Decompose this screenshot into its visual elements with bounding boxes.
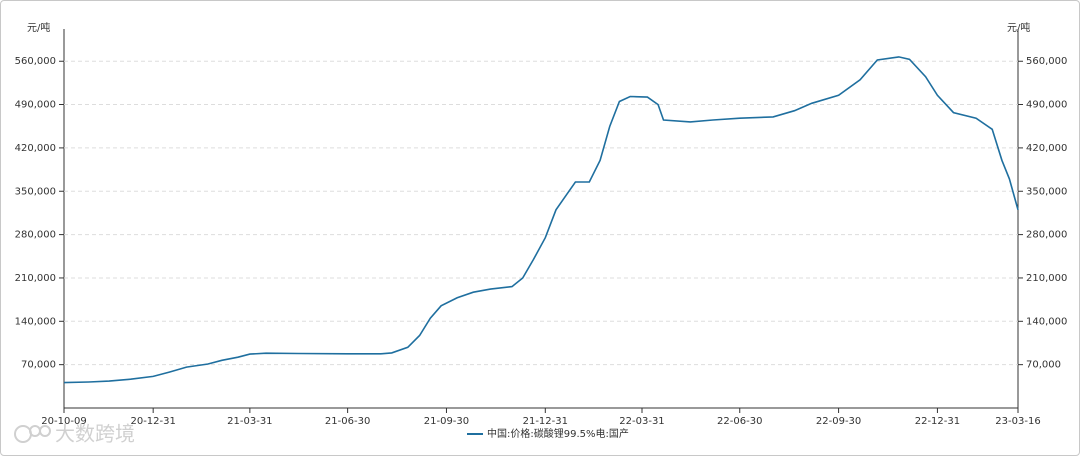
y-tick-label-right: 210,000 [1026,273,1067,284]
y-tick-label: 280,000 [15,230,56,241]
y-tick-label: 350,000 [15,186,56,197]
y-tick-label: 210,000 [15,273,56,284]
x-tick-label: 20-12-31 [130,416,175,427]
logo [14,425,51,443]
y-tick-label-right: 420,000 [1026,143,1067,154]
x-tick-label: 21-12-31 [523,416,568,427]
x-tick-label: 21-06-30 [325,416,370,427]
y-tick-label: 420,000 [15,143,56,154]
watermark: 大数跨境 [55,422,135,446]
y-unit-left: 元/吨 [27,21,50,34]
y-tick-label: 560,000 [15,56,56,67]
x-tick-label: 22-12-31 [915,416,960,427]
y-tick-label: 140,000 [15,316,56,327]
y-tick-label-right: 70,000 [1026,360,1061,371]
line [63,56,1019,384]
x-tick-label: 22-03-31 [619,416,664,427]
y-unit-right: 元/吨 [1007,21,1030,34]
y-tick-label-right: 350,000 [1026,186,1067,197]
x-tick-label: 22-09-30 [816,416,861,427]
y-tick-label-right: 140,000 [1026,316,1067,327]
x-tick-label: 21-03-31 [227,416,272,427]
x-tick-label: 23-03-16 [995,416,1040,427]
x-tick-label: 22-06-30 [717,416,762,427]
legend-label: 中国:价格:碳酸锂99.5%电:国产 [487,427,629,440]
y-tick-label: 70,000 [21,360,56,371]
x-tick-label: 20-10-09 [41,416,86,427]
y-tick-label-right: 280,000 [1026,230,1067,241]
y-tick-label-right: 490,000 [1026,100,1067,111]
y-tick-label: 490,000 [15,100,56,111]
x-tick-label: 21-09-30 [424,416,469,427]
y-tick-label-right: 560,000 [1026,56,1067,67]
